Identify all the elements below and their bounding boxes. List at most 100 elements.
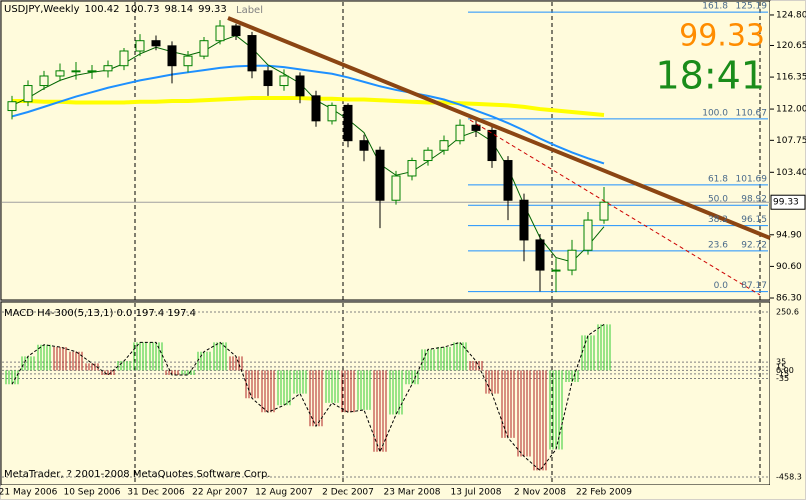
x-tick-label: 2 Dec 2007: [322, 488, 374, 498]
moving-average: [11, 64, 605, 165]
price-pane: [0, 0, 771, 301]
candle-body: [487, 129, 497, 162]
fibo-level-label: 38.2: [708, 215, 728, 225]
fibo-price-label: 96.15: [741, 215, 767, 225]
x-tick-label: 10 Sep 2006: [63, 488, 120, 498]
candle-body: [135, 40, 145, 52]
moving-average: [12, 96, 605, 117]
candle-body: [71, 70, 81, 73]
candle-body: [55, 70, 65, 77]
candle-body: [87, 70, 97, 73]
price-scale: [770, 1, 805, 485]
fibo-level-label: 161.8: [702, 2, 728, 12]
copyright: MetaTrader, ? 2001-2008 MetaQuotes Softw…: [4, 469, 270, 480]
candle-body: [343, 104, 353, 142]
candle-body: [551, 269, 561, 272]
y-tick-label: -15: [776, 369, 789, 378]
x-tick-label: 12 Aug 2007: [255, 488, 313, 498]
candle-body: [199, 40, 209, 57]
x-tick-label: 13 Jul 2008: [451, 488, 502, 498]
candle-body: [167, 45, 177, 67]
candle-body: [311, 95, 321, 122]
fibo-level-label: 100.0: [702, 108, 728, 118]
x-tick-label: 22 Apr 2007: [192, 488, 248, 498]
candle-body: [455, 124, 465, 142]
fibo-price-label: 92.72: [741, 240, 767, 250]
x-tick-label: 31 Dec 2006: [127, 488, 185, 498]
quote-high: 100.73: [125, 4, 160, 15]
candle-body: [151, 40, 161, 47]
fibo-level-label: 0.0: [714, 281, 729, 291]
bid-price: 99.33: [679, 19, 765, 54]
candle-body: [183, 55, 193, 67]
candle-body: [295, 75, 305, 97]
candle-body: [247, 35, 257, 72]
candle-body: [359, 140, 369, 151]
time-scale: [1, 485, 805, 499]
candle-body: [599, 201, 609, 221]
fibo-level-label: 50.0: [708, 195, 728, 205]
candle-body: [503, 160, 513, 201]
fibo-level-label: 61.8: [708, 174, 728, 184]
y-tick-label: 35: [776, 358, 786, 367]
macd-title: MACD H4-300(5,13,1) 0.0 197.4 197.4: [4, 308, 196, 319]
bid-tag-label: 99.33: [773, 198, 799, 208]
fibo-price-label: 98.92: [741, 195, 767, 205]
candle-body: [215, 25, 225, 42]
header-symbol: USDJPY,Weekly 100.42 100.73 98.14 99.33: [4, 4, 227, 15]
y-tick-label: 124.80: [776, 10, 806, 20]
candle-body: [519, 199, 529, 241]
quote-low: 98.14: [165, 4, 194, 15]
candle-body: [423, 149, 433, 162]
clock: 18:41: [655, 54, 765, 98]
fibo-price-label: 87.17: [741, 281, 767, 291]
candle-body: [375, 149, 385, 201]
y-tick-label: 107.75: [776, 136, 806, 146]
candle-body: [583, 219, 593, 251]
candle-body: [23, 85, 33, 103]
y-tick-label: 86.30: [776, 294, 802, 304]
candle-body: [407, 160, 417, 177]
candle-body: [7, 101, 17, 112]
y-tick-label: 112.00: [776, 105, 806, 115]
candle-body: [439, 140, 449, 151]
y-tick-label: -35: [776, 374, 789, 383]
fibo-price-label: 125.19: [736, 2, 768, 12]
fibo-level-label: 23.6: [708, 240, 728, 250]
quote-open: 100.42: [85, 4, 120, 15]
candle-body: [471, 124, 481, 131]
macd-signal: [11, 323, 605, 472]
candle-body: [327, 104, 337, 122]
candle-body: [231, 25, 241, 37]
x-tick-label: 22 Feb 2009: [576, 488, 632, 498]
candle-body: [567, 249, 577, 271]
y-tick-label: 116.35: [776, 73, 806, 83]
y-tick-label: 0.00: [776, 366, 794, 375]
x-tick-label: 23 Mar 2008: [383, 488, 440, 498]
x-tick-label: 21 May 2006: [0, 488, 58, 498]
y-tick-label: 15: [776, 362, 786, 371]
y-tick-label: 120.65: [776, 41, 806, 51]
y-tick-label: -458.3: [776, 472, 802, 481]
fibo-trend: [469, 119, 761, 296]
candle-body: [119, 50, 129, 67]
candle-body: [263, 70, 273, 87]
bid-tag: [770, 194, 806, 210]
y-tick-label: 103.40: [776, 168, 806, 178]
y-tick-label: 250.6: [776, 308, 799, 317]
y-tick-label: 90.60: [776, 262, 802, 272]
candle-body: [391, 175, 401, 201]
annotation: Label: [236, 5, 263, 16]
candle-body: [279, 75, 289, 87]
quote-close: 99.33: [198, 4, 227, 15]
fibo-price-label: 110.67: [736, 108, 768, 118]
y-tick-label: 94.90: [776, 230, 802, 240]
candles: [7, 20, 609, 293]
candle-body: [39, 75, 49, 87]
candle-body: [103, 65, 113, 72]
candle-body: [535, 239, 545, 271]
